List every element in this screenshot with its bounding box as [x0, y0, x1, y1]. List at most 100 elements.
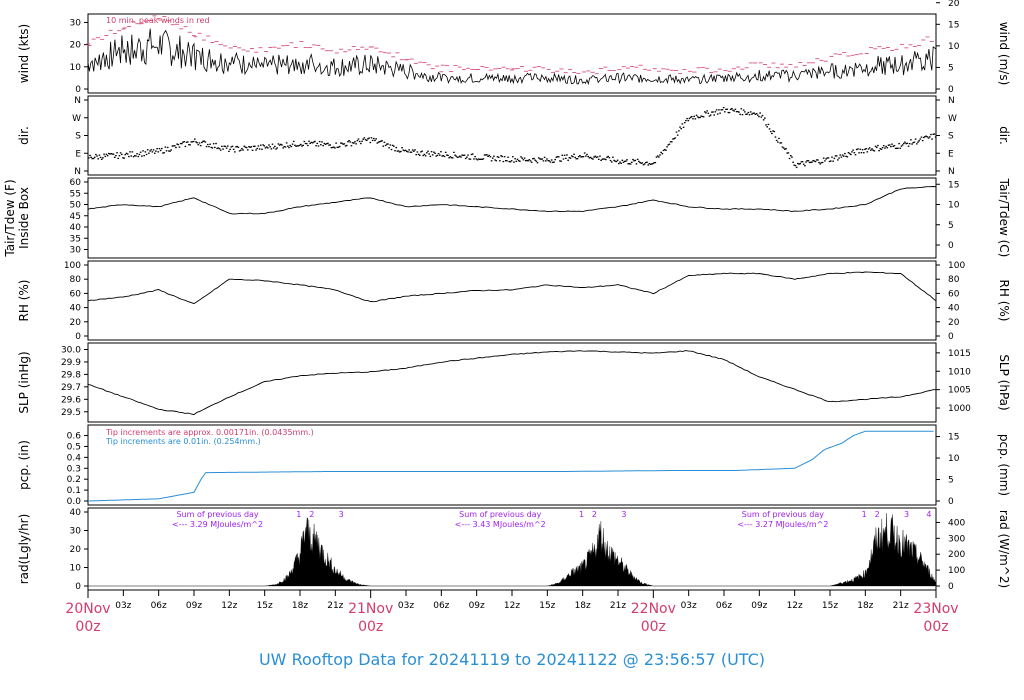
y-label-left: SLP (inHg): [17, 351, 31, 413]
tick-label-right: 0: [948, 497, 954, 507]
x-tick-label: 18z: [857, 601, 873, 611]
rad-marker: 1: [862, 510, 867, 519]
x-tick-label: 21z: [327, 601, 343, 611]
tick-label-left: 30.0: [61, 345, 81, 355]
tick-label-left: 60: [70, 178, 82, 188]
tick-label-left: 0: [75, 582, 81, 592]
y-label-left: wind (kts): [17, 24, 31, 83]
tick-label-right: 15: [948, 180, 959, 190]
tick-label-left: 10: [70, 63, 82, 73]
tick-label-right: 20: [948, 318, 960, 328]
y-label-left: pcp. (in): [17, 440, 31, 490]
panel-wind: wind (kts) wind (m/s) 0 10 20 30 0 5 10 15 20 10 mi…: [17, 0, 1011, 95]
tick-label-right: 300: [948, 534, 965, 544]
y-label-left-2: Inside Box: [17, 187, 31, 249]
tick-label-left: 40: [70, 223, 82, 233]
x-tick-label: 12z: [787, 601, 803, 611]
x-tick-label: 09z: [186, 601, 202, 611]
tick-label-right: 40: [948, 304, 960, 314]
tick-label-left: 50: [70, 201, 82, 211]
day-label-bottom: 00z: [358, 619, 383, 635]
tick-label-left: 60: [70, 289, 82, 299]
tick-label-left: 20: [70, 318, 82, 328]
x-tick-label: 21z: [893, 601, 909, 611]
x-tick-label: 03z: [398, 601, 414, 611]
x-tick-label: 03z: [115, 601, 131, 611]
tick-label-left: E: [75, 149, 81, 159]
x-tick-label: 06z: [433, 601, 449, 611]
temp-line: [87, 186, 937, 215]
rad-marker: 4: [926, 510, 931, 519]
tick-label-left: 100: [64, 261, 81, 271]
tick-label-right: 15: [948, 433, 959, 443]
tick-label-right: 10: [948, 201, 960, 211]
x-tick-label: 09z: [751, 601, 767, 611]
x-tick-label: 18z: [575, 601, 591, 611]
tick-label-left: 0: [75, 85, 81, 95]
panel-frame: [87, 13, 937, 94]
tick-label-left: 29.6: [61, 395, 81, 405]
x-tick-label: 06z: [151, 601, 167, 611]
day-label-top: 21Nov: [348, 601, 393, 617]
tick-label-left: 0.3: [67, 464, 81, 474]
panel-slp: SLP (inHg) SLP (hPa) 29.5 29.6 29.7 29.8 29.9 3…: [17, 342, 1011, 423]
tick-label-left: 30: [70, 18, 82, 28]
tick-label-left: N: [74, 167, 81, 177]
panel-temp: Tair/Tdew (F) Inside Box Tair/Tdew (C) 30 35…: [3, 177, 1011, 259]
rh-line: [87, 271, 937, 305]
x-tick-label: 12z: [221, 601, 237, 611]
tick-label-right: 5: [948, 476, 954, 486]
tick-label-right: N: [948, 167, 955, 177]
rad-area: [88, 513, 937, 587]
rad-marker: 2: [309, 510, 314, 519]
tick-label-right: N: [948, 96, 955, 106]
panel-frame: [87, 260, 937, 341]
tick-label-right: 15: [948, 20, 959, 30]
day-label-bottom: 00z: [923, 619, 948, 635]
tick-label-right: 0: [948, 582, 954, 592]
y-label-left: rad(Lgly/hr): [17, 514, 31, 585]
tick-label-right: W: [948, 114, 957, 124]
tick-label-left: 0.4: [67, 453, 82, 463]
tick-label-left: 80: [70, 275, 82, 285]
tick-label-right: 80: [948, 275, 960, 285]
y-label-right: RH (%): [997, 280, 1011, 322]
y-label-right: wind (m/s): [997, 22, 1011, 86]
rad-sum-line2: <--- 3.43 MJoules/m^2: [455, 520, 546, 529]
y-label-left: RH (%): [17, 280, 31, 322]
tick-label-left: S: [75, 132, 81, 142]
rad-sum-line1: Sum of previous day: [176, 510, 258, 519]
x-tick-label: 03z: [681, 601, 697, 611]
tick-label-left: 0: [75, 332, 81, 342]
x-axis: 03z 06z 09z 12z 15z 18z 21z 03z 06z 09z 12z 15z 18z 2…: [65, 590, 959, 635]
tick-label-left: 10: [70, 564, 82, 574]
tick-label-left: 30: [70, 527, 82, 537]
tick-label-right: 0: [948, 85, 954, 95]
pcp-note-2: Tip increments are 0.01in. (0.254mm.): [105, 437, 261, 446]
tick-label-right: 10: [948, 454, 960, 464]
x-tick-label: 09z: [469, 601, 485, 611]
rad-marker: 3: [904, 510, 909, 519]
tick-label-right: 0: [948, 241, 954, 251]
y-label-right: dir.: [997, 126, 1011, 145]
x-tick-label: 15z: [822, 601, 838, 611]
tick-label-left: 20: [70, 41, 82, 51]
tick-label-left: 35: [70, 234, 81, 244]
rad-sum-line2: <--- 3.29 MJoules/m^2: [172, 520, 263, 529]
tick-label-right: 100: [948, 566, 965, 576]
tick-label-right: 10: [948, 42, 960, 52]
pcp-note-1: Tip increments are approx. 0.00171in. (0…: [105, 428, 314, 437]
panel-frame: [87, 95, 937, 176]
tick-label-left: 29.8: [61, 370, 81, 380]
rad-sum-line1: Sum of previous day: [742, 510, 824, 519]
tick-label-right: 200: [948, 550, 965, 560]
tick-label-left: 0.1: [67, 486, 81, 496]
tick-label-right: 20: [948, 0, 960, 9]
rad-marker: 1: [579, 510, 584, 519]
tick-label-left: 0.2: [67, 475, 81, 485]
x-tick-label: 15z: [539, 601, 555, 611]
pcp-line: [87, 430, 934, 502]
y-label-right: Tair/Tdew (C): [997, 178, 1011, 258]
